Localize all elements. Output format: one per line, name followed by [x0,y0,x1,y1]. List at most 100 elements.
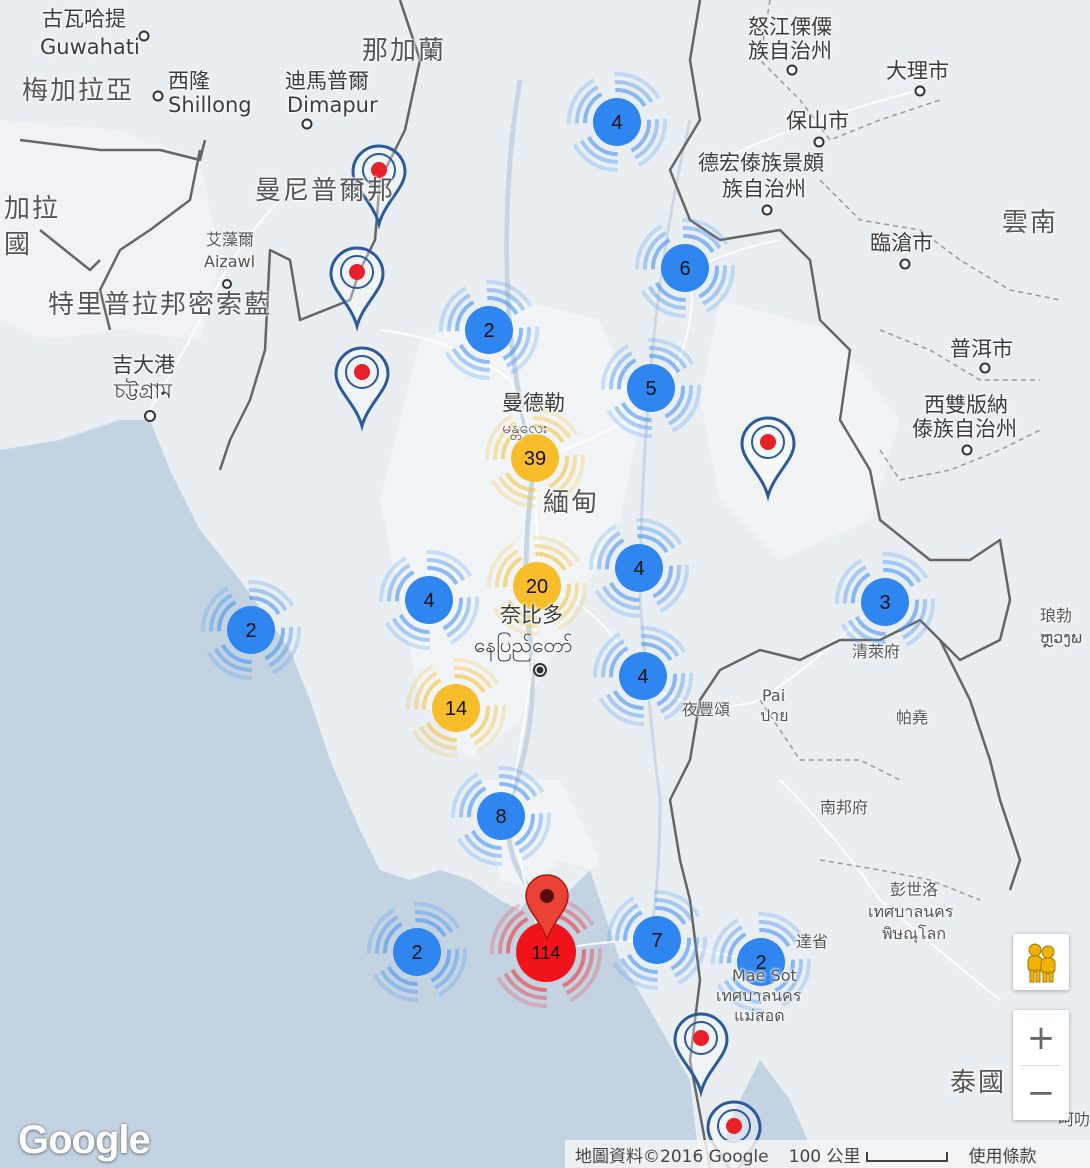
location-pin[interactable] [740,416,796,502]
cluster-core [511,434,559,482]
location-pin[interactable] [351,144,407,230]
cluster-count: 4 [633,558,644,580]
location-pin[interactable] [673,1012,729,1098]
cluster-core [432,684,480,732]
cluster-core [861,578,909,626]
cluster-core [661,244,709,292]
cluster-marker[interactable]: 2 [711,912,811,1012]
cluster-pulse-ring [451,766,551,866]
cluster-pulse-ring [593,626,693,726]
place-label-chiangrai: 清萊府 [852,642,901,661]
cluster-marker[interactable]: 8 [451,766,551,866]
place-label-phitsanulok: 彭世洛 [890,880,939,899]
cluster-pulse-ring [467,782,535,850]
place-label-baoshan: 保山市 [786,109,849,133]
cluster-count: 4 [423,590,434,612]
cluster-marker[interactable]: 4 [593,626,693,726]
cluster-pulse-ring [487,536,587,636]
cluster-marker[interactable]: 4 [379,550,479,650]
cluster-marker[interactable]: 114 [490,896,602,1008]
location-pin[interactable] [329,246,385,332]
cluster-core [633,916,681,964]
cluster-count: 20 [526,576,548,598]
terms-link[interactable]: 使用條款 [968,1146,1037,1167]
cluster-marker[interactable]: 2 [367,902,467,1002]
place-label-dali: 大理市 [886,59,949,83]
cluster-core [516,922,576,982]
place-label-bangla1: 加拉 [4,194,61,224]
cluster-count: 4 [637,666,648,688]
place-label-guwahati-zh: 古瓦哈提 [42,7,126,31]
cluster-pulse-ring [209,588,293,672]
cluster-count: 8 [495,806,506,828]
cluster-count: 2 [755,952,766,974]
place-label-luang-lo: ຫຼວງພ [1040,628,1082,647]
cluster-core [627,364,675,412]
cluster-pulse-ring [495,544,579,628]
cluster-core [593,98,641,146]
zoom-in-button[interactable]: + [1026,1017,1056,1058]
google-logo: Google [18,1118,151,1162]
map-attribution[interactable]: 地圖資料©2016 Google [575,1146,769,1167]
cluster-pulse-ring [609,642,677,710]
cluster-pulse-ring [201,580,301,680]
cluster-pulse-ring [406,658,506,758]
cluster-pulse-ring [835,552,935,652]
cluster-pulse-ring [615,898,699,982]
place-label-shillong-en: Shillong [168,93,252,117]
place-label-bangla2: 國 [4,230,33,260]
place-label-maesot-en: Mae Sot [732,966,797,985]
cluster-marker[interactable]: 2 [439,280,539,380]
cluster-core [405,576,453,624]
place-label-dimapur-en: Dimapur [287,93,378,117]
cluster-core [615,544,663,592]
cluster-marker[interactable]: 4 [567,72,667,172]
cluster-core [513,562,561,610]
place-label-meghalaya: 梅加拉亞 [22,76,135,106]
cluster-pulse-ring [843,560,927,644]
place-label-nujiang: 怒江傈僳 [748,15,832,39]
place-label-lincang: 臨滄市 [870,231,933,255]
place-label-phayao: 帕堯 [896,708,929,727]
place-label-tripura: 特里普拉邦密索藍 [48,290,273,320]
place-label-shillong-zh: 西隆 [168,69,210,93]
place-label-naypyidaw-my: နေပြည်တော် [474,633,573,657]
scale-indicator[interactable]: 100 公里 [779,1142,959,1167]
place-label-puer: 普洱市 [950,337,1013,361]
place-label-phitsanulok-th2: พิษณุโลก [882,924,947,943]
place-label-xishuang: 西雙版納 [924,393,1008,417]
cluster-pulse-ring [583,88,651,156]
cluster-marker[interactable]: 7 [607,890,707,990]
cluster-marker[interactable]: 2 [201,580,301,680]
place-label-maesot-th: เทศบาลนคร [716,986,802,1005]
cluster-pulse-ring [567,72,667,172]
place-label-xishuang2: 傣族自治州 [912,417,1017,441]
cluster-pulse-ring [485,408,585,508]
cluster-marker[interactable]: 6 [635,218,735,318]
zoom-out-button[interactable]: − [1026,1072,1056,1113]
location-pin[interactable] [334,346,390,432]
place-label-aizawl-zh: 艾藻爾 [206,230,255,249]
cluster-marker[interactable]: 4 [589,518,689,618]
map-footer: 地圖資料©2016 Google 100 公里 使用條款 [565,1140,1090,1168]
cluster-marker[interactable]: 5 [601,338,701,438]
cluster-marker[interactable]: 14 [406,658,506,758]
place-label-thailand: 泰國 [950,1068,1007,1098]
cluster-pulse-ring [422,674,490,742]
place-label-mandalay: 曼德勒 [502,391,565,415]
cluster-pulse-ring [651,234,719,302]
place-label-naypyidaw: 奈比多 [500,603,563,627]
cluster-core [227,606,275,654]
cluster-core [619,652,667,700]
cluster-pulse-ring [575,80,659,164]
cluster-pulse-ring [643,226,727,310]
selected-location-pin[interactable] [525,874,569,943]
cluster-core [737,938,785,986]
street-view-button[interactable] [1013,934,1069,990]
cluster-marker[interactable]: 3 [835,552,935,652]
cluster-marker[interactable]: 39 [485,408,585,508]
cluster-pulse-ring [601,634,685,718]
place-label-dehong: 德宏傣族景頗 [698,151,824,175]
cluster-marker[interactable]: 20 [487,536,587,636]
